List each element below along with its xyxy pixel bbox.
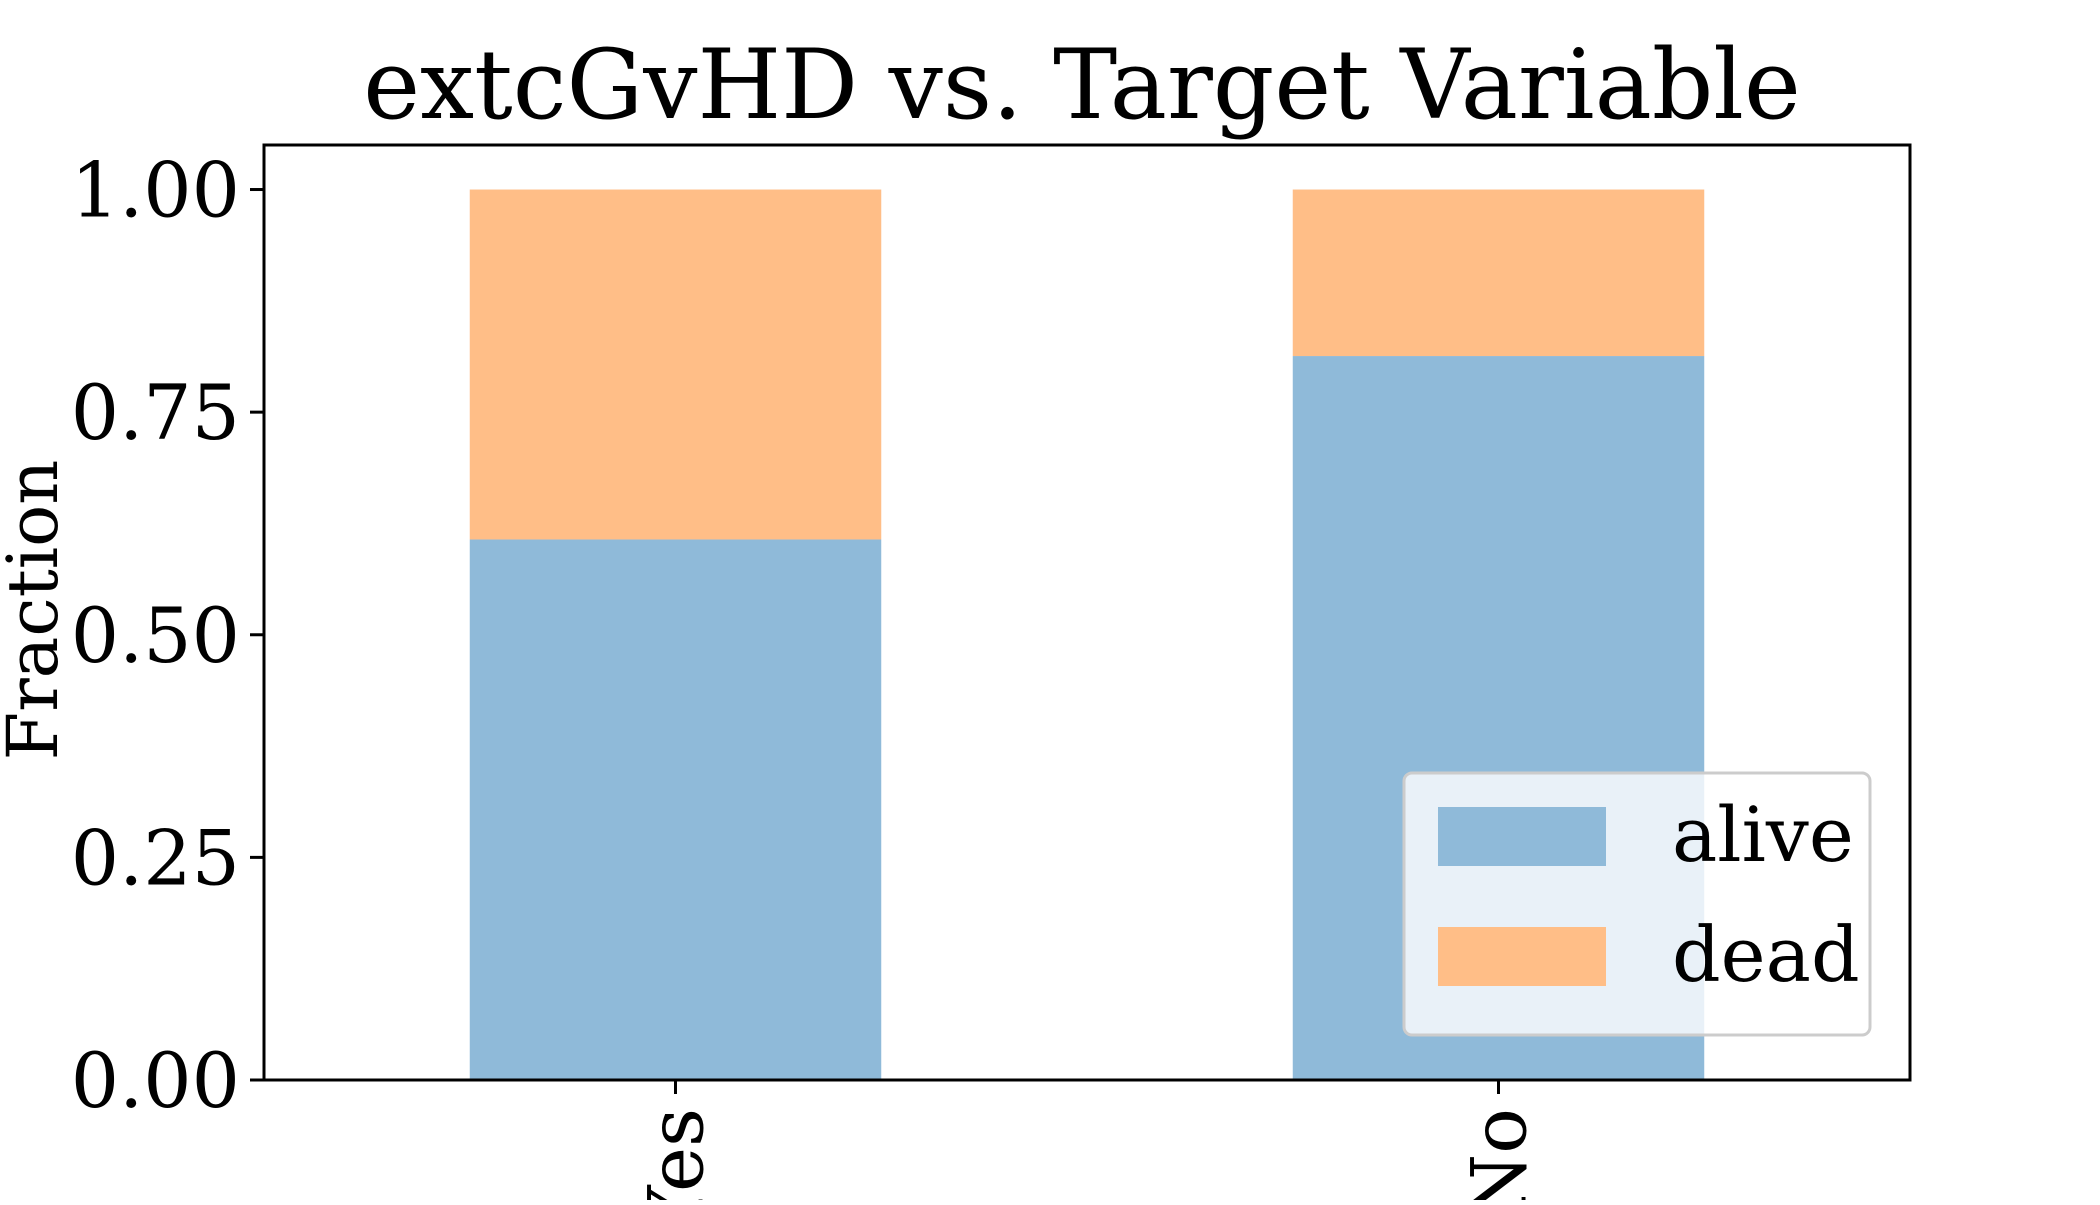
- y-axis-label: Fraction: [0, 460, 74, 761]
- x-tick-label: Yes: [632, 1108, 721, 1200]
- legend: alive dead: [1402, 771, 1872, 1037]
- chart-title: extcGvHD vs. Target Variable: [363, 29, 1801, 141]
- legend-swatch-alive: [1438, 807, 1606, 866]
- legend-swatch-dead: [1438, 927, 1606, 986]
- y-tick-label: 0.25: [71, 813, 240, 902]
- legend-label-alive: alive: [1672, 790, 1854, 879]
- bar-alive-yes: [469, 539, 882, 1080]
- bar-dead-yes: [469, 189, 882, 540]
- legend-label-dead: dead: [1672, 910, 1860, 999]
- plot-frame: [262, 143, 1912, 1082]
- y-tick-label: 1.00: [71, 146, 240, 235]
- x-tick-label: No: [1455, 1108, 1544, 1200]
- bar-dead-no: [1292, 189, 1705, 357]
- bars-layer: [469, 189, 1705, 1080]
- axes-layer: 0.00 0.25 0.50 0.75 1.00 Yes No: [71, 143, 1912, 1205]
- y-tick-label: 0.00: [71, 1036, 240, 1125]
- y-tick-label: 0.75: [71, 368, 240, 457]
- y-tick-label: 0.50: [71, 591, 240, 680]
